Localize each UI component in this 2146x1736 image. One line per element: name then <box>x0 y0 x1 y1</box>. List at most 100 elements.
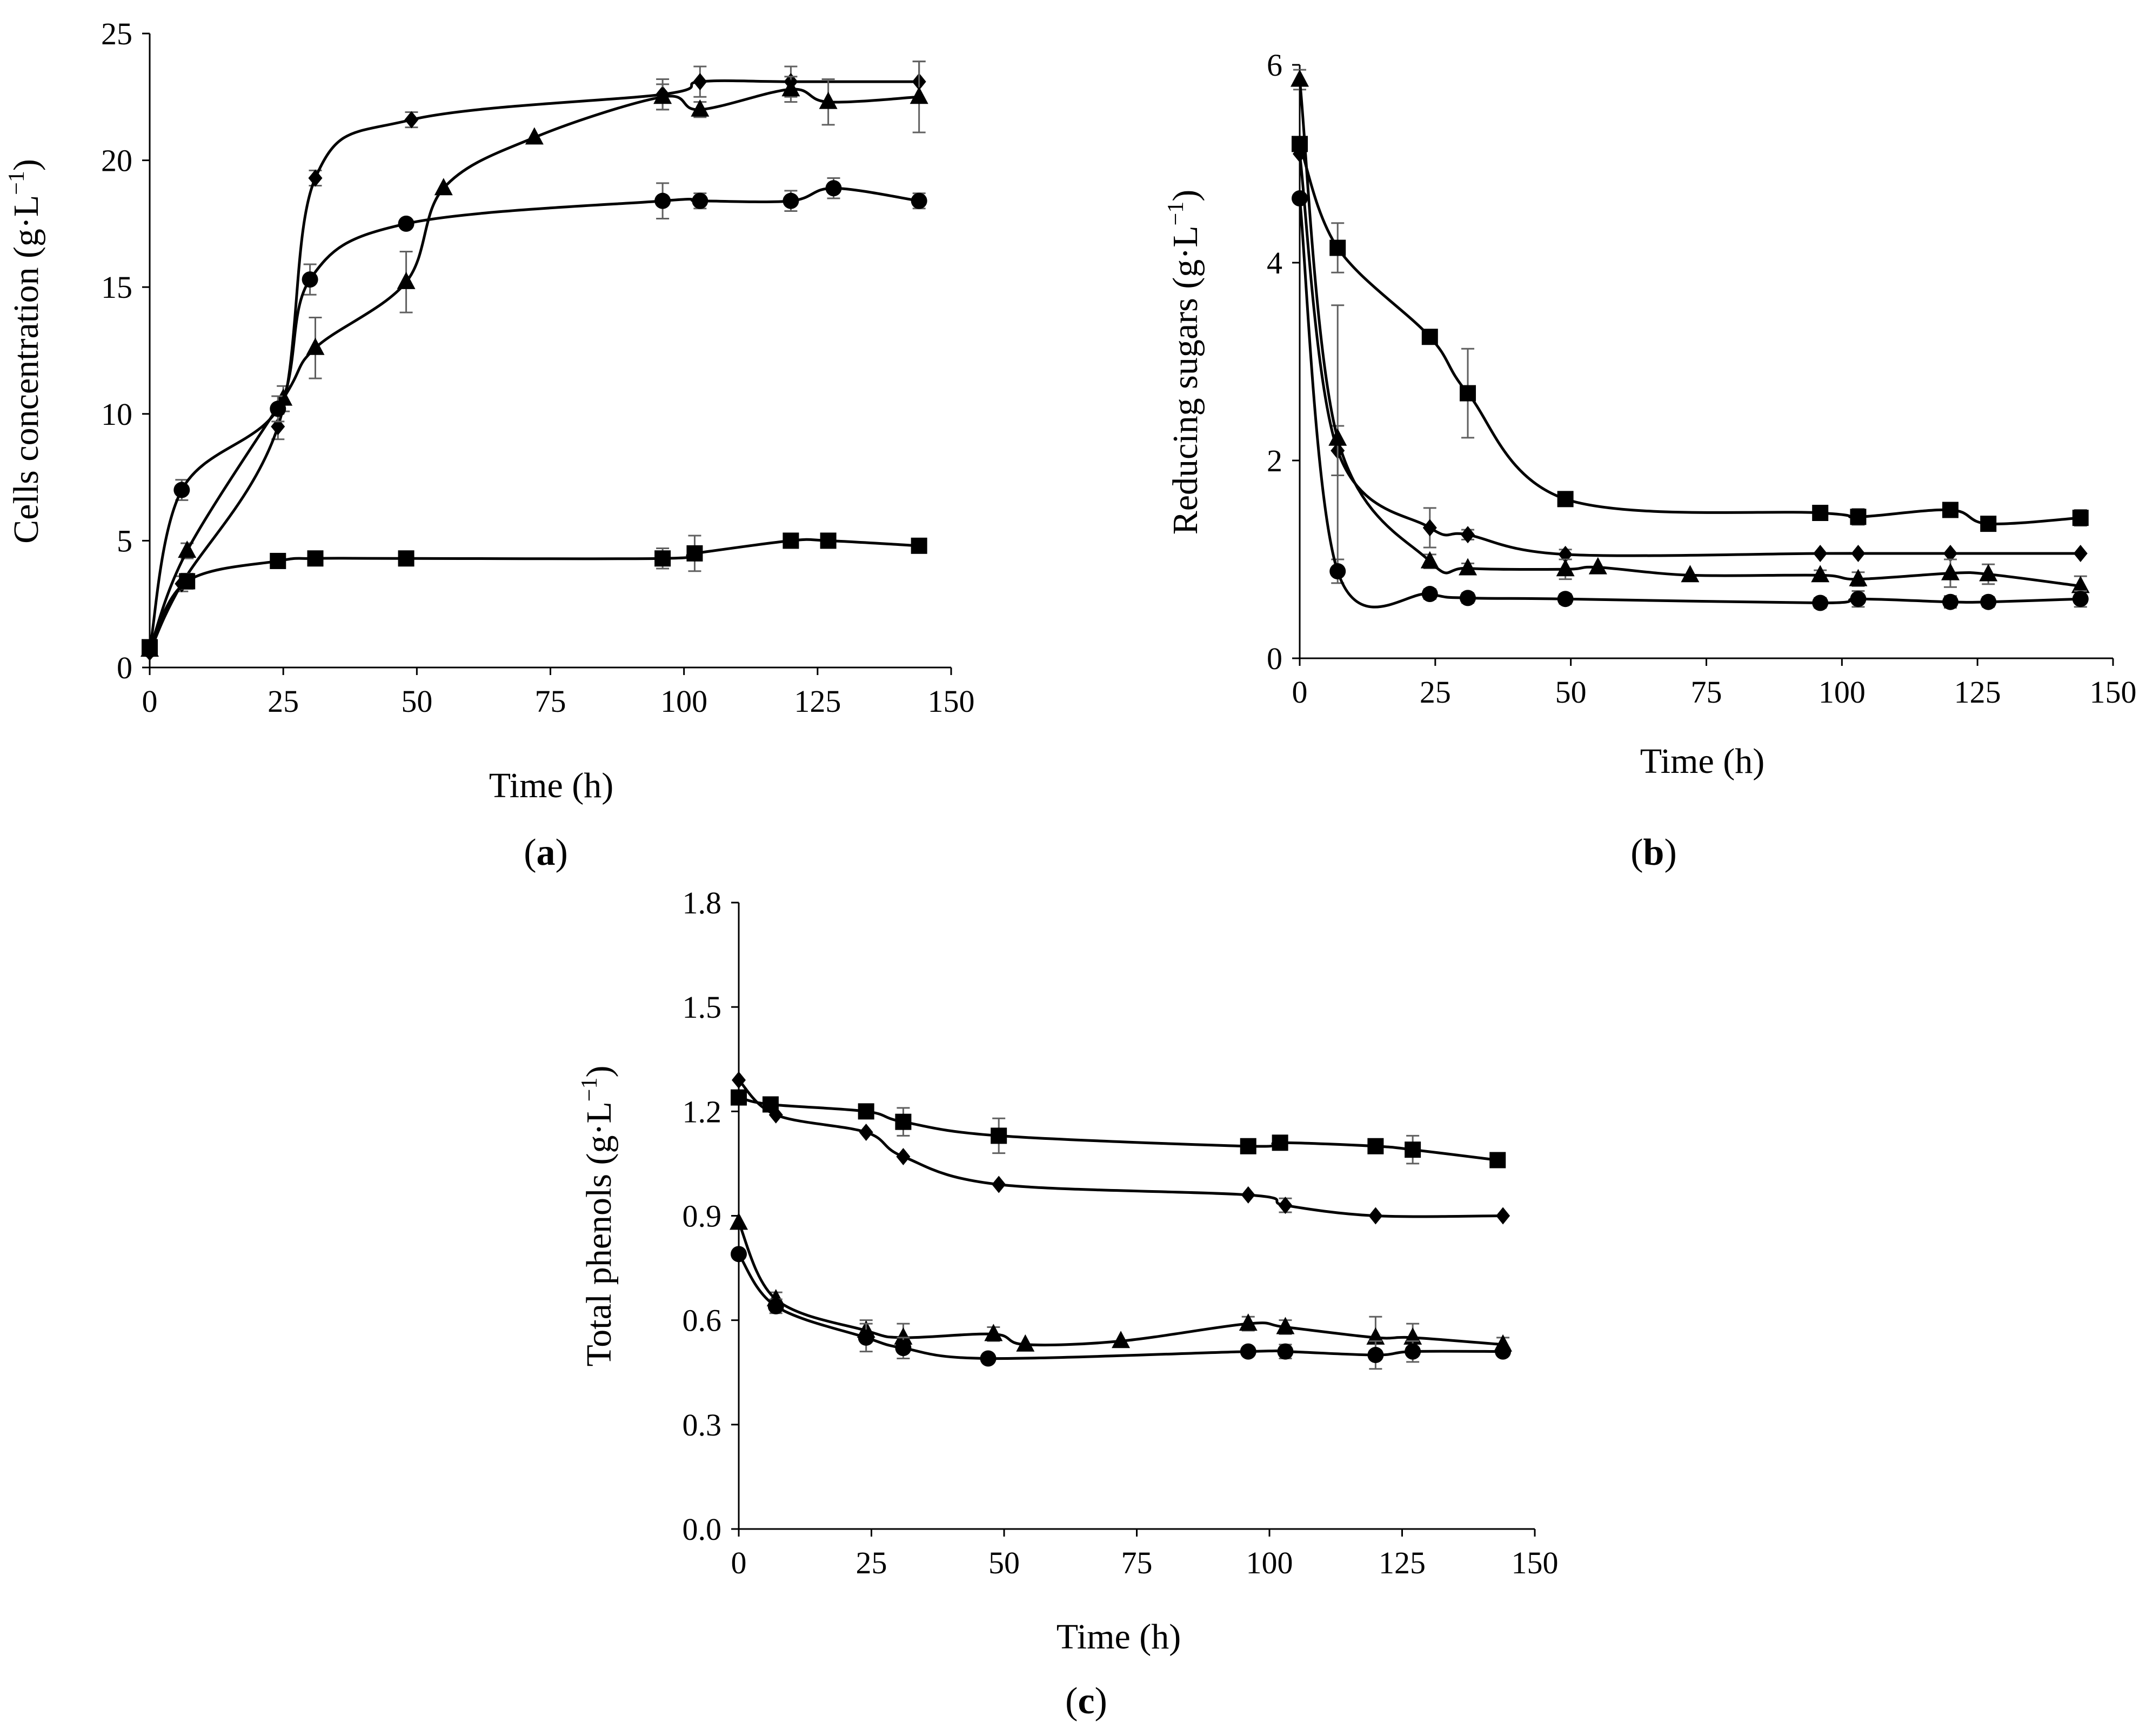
y-tick-label: 0.0 <box>683 1512 722 1547</box>
data-point-circle <box>302 271 318 288</box>
data-point-square <box>1329 239 1346 256</box>
data-point-triangle <box>910 86 928 104</box>
data-point-circle <box>1980 593 1997 610</box>
y-tick-label: 5 <box>117 523 132 558</box>
x-tick-label: 100 <box>1246 1545 1293 1580</box>
series-line-diamond <box>148 79 919 653</box>
data-point-triangle <box>1239 1313 1258 1331</box>
data-point-square <box>142 639 158 656</box>
y-tick-label: 20 <box>101 143 132 178</box>
data-point-triangle <box>894 1327 913 1345</box>
panel-letter: a <box>537 832 556 873</box>
data-point-square <box>783 532 799 549</box>
y-axis-label-sup: −1 <box>577 1078 602 1102</box>
y-axis-label-close: ) <box>579 1066 619 1078</box>
series-line-diamond <box>1298 153 2081 557</box>
data-point-circle <box>692 192 708 209</box>
data-point-circle <box>858 1329 874 1346</box>
data-point-diamond <box>1496 1207 1510 1225</box>
data-point-triangle <box>1328 428 1347 446</box>
y-axis-label: Cells concentration (g·L−1) <box>4 159 46 544</box>
data-point-triangle <box>397 271 416 289</box>
data-point-diamond <box>1851 545 1866 563</box>
series-circle <box>142 177 927 658</box>
x-tick-label: 50 <box>1555 675 1587 710</box>
series-line-square <box>148 538 919 648</box>
data-point-square <box>2072 510 2089 526</box>
x-tick-label: 0 <box>142 684 158 719</box>
data-point-circle <box>1329 563 1346 579</box>
y-tick-label: 0 <box>117 650 132 685</box>
data-point-triangle <box>984 1324 1003 1341</box>
data-point-square <box>895 1113 912 1130</box>
x-tick-label: 25 <box>1420 675 1451 710</box>
data-point-circle <box>1557 591 1574 607</box>
data-point-triangle <box>1588 557 1607 575</box>
y-tick-label: 6 <box>1267 48 1282 83</box>
data-point-diamond <box>732 1071 746 1089</box>
data-point-circle <box>1240 1343 1256 1360</box>
data-point-square <box>1367 1138 1384 1154</box>
data-point-triangle <box>819 91 838 109</box>
data-point-square <box>179 573 196 590</box>
panel-letter: c <box>1078 1680 1094 1722</box>
y-tick-label: 2 <box>1267 443 1282 478</box>
y-axis-label-main: Reducing sugars (g·L <box>1166 225 1205 535</box>
data-point-circle <box>1942 593 1958 610</box>
data-point-diamond <box>992 1176 1006 1193</box>
series-line-diamond <box>738 1079 1503 1218</box>
x-tick-label: 125 <box>1379 1545 1426 1580</box>
y-axis-label-close: ) <box>1166 190 1205 202</box>
data-point-circle <box>1495 1343 1512 1360</box>
data-point-circle <box>911 192 927 209</box>
data-point-triangle <box>1420 551 1439 569</box>
y-axis-label-main: Total phenols (g·L <box>579 1101 619 1366</box>
series-circle <box>731 1246 1512 1370</box>
y-axis-label-close: ) <box>6 159 46 171</box>
data-point-triangle <box>1941 563 1960 580</box>
data-point-square <box>1272 1134 1288 1151</box>
series-diamond <box>1293 145 2088 563</box>
series-diamond <box>143 61 926 661</box>
data-point-circle <box>1850 591 1867 607</box>
x-tick-label: 0 <box>731 1545 747 1580</box>
x-tick-label: 50 <box>401 684 432 719</box>
x-tick-label: 25 <box>856 1545 887 1580</box>
series-diamond <box>732 1071 1510 1225</box>
series-triangle <box>730 1212 1513 1359</box>
x-tick-label: 150 <box>1512 1545 1559 1580</box>
data-point-square <box>858 1103 874 1120</box>
data-point-circle <box>783 192 799 209</box>
x-tick-label: 75 <box>1691 675 1722 710</box>
y-tick-label: 0.9 <box>683 1199 722 1234</box>
data-point-triangle <box>1291 69 1309 87</box>
series-line-circle <box>1298 198 2081 609</box>
y-axis-label-sup: −1 <box>1164 202 1188 226</box>
data-point-diamond <box>2073 545 2088 563</box>
data-point-circle <box>825 180 842 197</box>
data-point-square <box>911 537 927 554</box>
series-triangle <box>141 61 928 657</box>
data-point-circle <box>1405 1343 1421 1360</box>
series-circle <box>1292 190 2089 611</box>
data-point-square <box>1980 516 1997 532</box>
x-tick-label: 50 <box>988 1545 1020 1580</box>
x-tick-label: 75 <box>535 684 566 719</box>
data-point-square <box>991 1127 1007 1144</box>
data-point-square <box>686 545 703 562</box>
x-tick-label: 150 <box>928 684 975 719</box>
y-tick-label: 1.5 <box>683 990 722 1025</box>
data-point-circle <box>1460 590 1476 606</box>
data-point-square <box>1240 1138 1256 1154</box>
data-point-square <box>1557 491 1574 508</box>
data-point-triangle <box>525 127 544 145</box>
y-tick-label: 1.8 <box>683 885 722 920</box>
series-line-square <box>1298 143 2081 525</box>
y-tick-label: 1.2 <box>683 1094 722 1129</box>
x-axis-label: Time (h) <box>1640 742 1764 781</box>
series-line-triangle <box>1298 79 2081 587</box>
y-tick-label: 0.3 <box>683 1407 722 1443</box>
y-tick-label: 0.6 <box>683 1303 722 1338</box>
data-point-circle <box>1367 1347 1384 1364</box>
